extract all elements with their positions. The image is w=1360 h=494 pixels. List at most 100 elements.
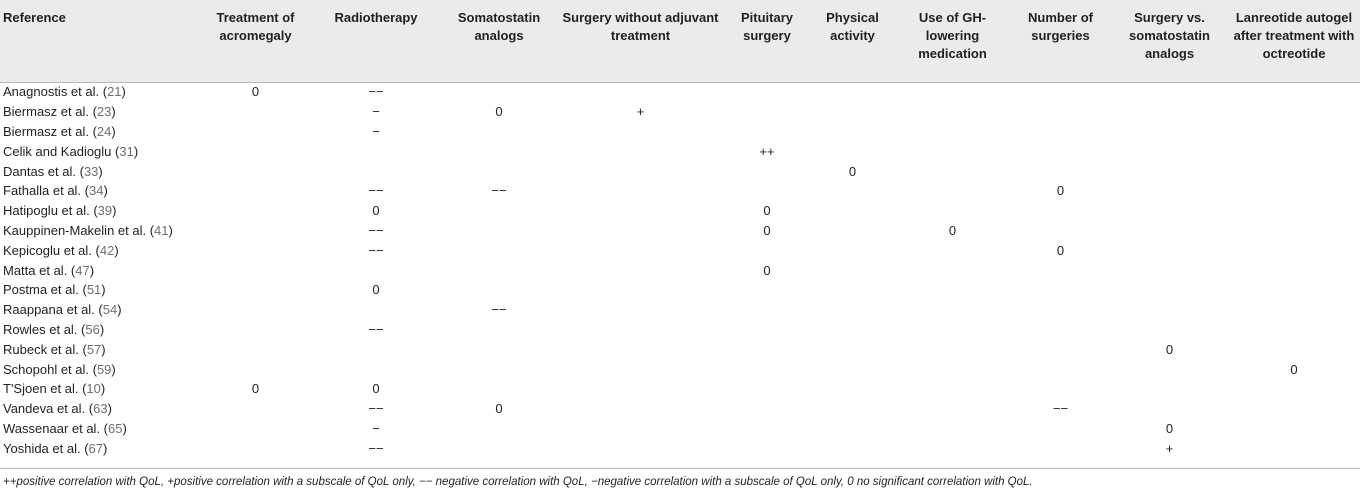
reference-author: Yoshida et al. ( xyxy=(3,440,89,456)
citation-close: ) xyxy=(111,104,116,120)
correlation-cell xyxy=(1228,122,1360,142)
reference-cell: Rowles et al. (56) xyxy=(0,320,200,340)
column-header-gh-lowering-medication: Use of GH-lowering medication xyxy=(918,10,987,61)
correlation-cell xyxy=(724,82,810,102)
correlation-cell xyxy=(441,122,557,142)
correlation-cell xyxy=(895,82,1010,102)
correlation-cell xyxy=(200,201,311,221)
table-row: Biermasz et al. (23) − 0 + xyxy=(0,102,1360,122)
correlation-cell xyxy=(311,339,441,359)
citation-link[interactable]: 24 xyxy=(96,123,112,139)
correlation-cell xyxy=(200,339,311,359)
correlation-cell: 0 xyxy=(1056,242,1065,258)
correlation-cell xyxy=(200,141,311,161)
citation-link[interactable]: 31 xyxy=(119,143,134,159)
citation-close: ) xyxy=(101,341,106,357)
correlation-cell: −− xyxy=(368,440,384,456)
table-row: Raappana et al. (54) −− xyxy=(0,300,1360,320)
correlation-cell xyxy=(810,438,895,458)
reference-cell: Wassenaar et al. (65) xyxy=(0,419,200,439)
citation-link[interactable]: 39 xyxy=(97,203,113,219)
correlation-cell xyxy=(1111,82,1228,102)
reference-author: Matta et al. ( xyxy=(3,262,76,278)
correlation-cell xyxy=(557,419,724,439)
table-row: Anagnostis et al. (21) 0 −− xyxy=(0,82,1360,102)
correlation-cell xyxy=(200,102,311,122)
citation-link[interactable]: 47 xyxy=(75,262,90,278)
table-row: Matta et al. (47) 0 xyxy=(0,260,1360,280)
citation-link[interactable]: 21 xyxy=(107,84,122,100)
correlation-cell xyxy=(1010,82,1111,102)
correlation-cell: 0 xyxy=(1290,361,1298,377)
correlation-cell xyxy=(557,438,724,458)
reference-author: Schopohl et al. ( xyxy=(3,361,97,377)
correlation-cell xyxy=(557,300,724,320)
correlation-cell xyxy=(810,102,895,122)
correlation-cell xyxy=(557,221,724,241)
correlation-cell: −− xyxy=(368,401,384,417)
citation-link[interactable]: 51 xyxy=(86,282,102,298)
reference-cell: Matta et al. (47) xyxy=(0,260,200,280)
correlation-cell xyxy=(724,320,810,340)
qol-correlation-table: Reference Treatment of acromegaly Radiot… xyxy=(0,0,1360,458)
table-row: Rowles et al. (56) −− xyxy=(0,320,1360,340)
correlation-cell xyxy=(724,240,810,260)
reference-author: Kepicoglu et al. ( xyxy=(3,242,100,258)
citation-link[interactable]: 59 xyxy=(96,361,112,377)
column-header-surgery-vs-somatostatin: Surgery vs. somatostatin analogs xyxy=(1129,10,1210,61)
correlation-cell xyxy=(311,161,441,181)
citation-close: ) xyxy=(98,163,103,179)
correlation-cell xyxy=(1010,122,1111,142)
correlation-cell xyxy=(810,379,895,399)
correlation-cell: + xyxy=(1165,440,1174,456)
citation-link[interactable]: 34 xyxy=(89,183,104,199)
citation-link[interactable]: 10 xyxy=(86,381,101,397)
reference-cell: Kepicoglu et al. (42) xyxy=(0,240,200,260)
citation-link[interactable]: 63 xyxy=(93,401,108,417)
correlation-cell xyxy=(1111,399,1228,419)
correlation-cell xyxy=(200,161,311,181)
reference-author: Fathalla et al. ( xyxy=(3,183,89,199)
citation-link[interactable]: 41 xyxy=(154,222,169,238)
correlation-cell xyxy=(895,419,1010,439)
correlation-cell xyxy=(895,300,1010,320)
correlation-cell: 0 xyxy=(763,262,771,278)
correlation-cell: 0 xyxy=(763,203,771,219)
correlation-cell xyxy=(810,320,895,340)
correlation-cell xyxy=(557,359,724,379)
correlation-cell xyxy=(200,300,311,320)
table-row: Dantas et al. (33) 0 xyxy=(0,161,1360,181)
citation-link[interactable]: 57 xyxy=(86,341,102,357)
citation-close: ) xyxy=(121,84,126,100)
reference-cell: Vandeva et al. (63) xyxy=(0,399,200,419)
citation-link[interactable]: 54 xyxy=(102,302,118,318)
correlation-cell: 0 xyxy=(372,282,380,298)
citation-link[interactable]: 65 xyxy=(108,420,123,436)
correlation-cell: 0 xyxy=(372,203,380,219)
column-header-radiotherapy: Radiotherapy xyxy=(334,10,418,25)
citation-link[interactable]: 56 xyxy=(85,321,100,337)
correlation-cell xyxy=(724,339,810,359)
citation-link[interactable]: 33 xyxy=(83,163,99,179)
reference-cell: Dantas et al. (33) xyxy=(0,161,200,181)
correlation-cell xyxy=(1111,240,1228,260)
reference-author: Raappana et al. ( xyxy=(3,302,103,318)
correlation-cell: − xyxy=(372,420,380,436)
citation-close: ) xyxy=(89,262,95,278)
citation-link[interactable]: 42 xyxy=(99,242,115,258)
correlation-cell xyxy=(1010,141,1111,161)
correlation-cell xyxy=(311,359,441,379)
correlation-cell: 0 xyxy=(1056,183,1065,199)
correlation-cell xyxy=(1228,102,1360,122)
correlation-cell xyxy=(1010,161,1111,181)
reference-author: T'Sjoen et al. ( xyxy=(3,381,87,397)
correlation-cell xyxy=(557,280,724,300)
correlation-cell xyxy=(441,379,557,399)
table-footnote: ++positive correlation with QoL, +positi… xyxy=(3,476,1033,488)
citation-link[interactable]: 23 xyxy=(96,104,112,120)
correlation-cell xyxy=(810,359,895,379)
citation-link[interactable]: 67 xyxy=(88,440,103,456)
correlation-cell xyxy=(311,260,441,280)
reference-cell: T'Sjoen et al. (10) xyxy=(0,379,200,399)
correlation-cell xyxy=(1111,280,1228,300)
